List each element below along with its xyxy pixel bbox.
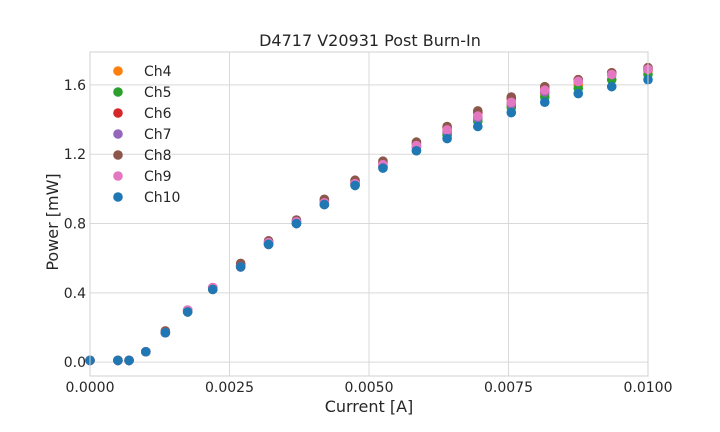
x-tick-label: 0.0075	[484, 380, 533, 396]
data-point	[378, 163, 388, 173]
data-point	[113, 355, 123, 366]
data-point	[350, 180, 360, 191]
legend-item: Ch9	[113, 169, 172, 185]
legend-label: Ch9	[144, 169, 172, 185]
x-tick-label: 0.0100	[624, 380, 673, 396]
y-tick-label: 0.4	[64, 286, 86, 302]
chart-title: D4717 V20931 Post Burn-In	[259, 31, 481, 50]
legend-label: Ch4	[144, 64, 172, 80]
data-point	[506, 107, 517, 118]
x-tick-label: 0.0025	[205, 380, 254, 396]
data-point	[606, 81, 617, 92]
data-point	[473, 121, 483, 132]
legend-marker	[113, 108, 123, 118]
data-point	[442, 133, 452, 144]
data-point	[411, 145, 422, 156]
x-tick-label: 0.0050	[345, 380, 394, 396]
legend-item: Ch8	[113, 148, 172, 164]
x-tick-label: 0.0000	[66, 380, 115, 396]
grid	[89, 52, 649, 376]
legend-item: Ch6	[113, 106, 172, 122]
data-point	[539, 85, 550, 95]
series-ch10	[85, 74, 653, 366]
legend-label: Ch5	[144, 85, 172, 101]
legend-marker	[113, 129, 123, 139]
x-axis-label: Current [A]	[325, 397, 414, 416]
data-point	[141, 346, 151, 357]
y-axis-label: Power [mW]	[43, 173, 62, 270]
legend-item: Ch4	[113, 64, 172, 80]
data-point	[291, 218, 302, 229]
data-point	[319, 199, 330, 210]
y-tick-label: 0.0	[64, 355, 86, 371]
legend-marker	[113, 171, 123, 181]
data-point	[573, 76, 584, 87]
data-point	[235, 262, 246, 272]
legend-item: Ch10	[113, 190, 180, 206]
axes: 0.0000 0.0025 0.0050 0.0075 0.0100 0.0 0.4 0.8 1…	[64, 51, 673, 396]
legend-marker	[113, 192, 123, 202]
data-point	[473, 111, 483, 121]
legend-label: Ch7	[144, 127, 172, 143]
data-point	[573, 88, 584, 99]
legend: Ch4 Ch5 Ch6 Ch7 Ch8 Ch9 Ch10	[113, 64, 180, 206]
data-point	[124, 355, 134, 366]
legend-marker	[113, 87, 123, 97]
data-point	[606, 69, 617, 80]
data-point	[506, 97, 517, 108]
legend-label: Ch8	[144, 148, 172, 164]
y-tick-label: 1.6	[64, 78, 86, 94]
legend-marker	[113, 66, 123, 76]
data-point	[160, 327, 171, 338]
legend-item: Ch7	[113, 127, 172, 143]
data-point	[539, 97, 550, 108]
legend-item: Ch5	[113, 85, 172, 101]
y-tick-label: 1.2	[64, 147, 86, 163]
legend-label: Ch10	[144, 190, 180, 206]
data-point	[263, 239, 274, 250]
data-points	[85, 62, 653, 366]
y-tick-label: 0.8	[64, 217, 86, 233]
plot-frame	[89, 51, 649, 377]
legend-label: Ch6	[144, 106, 172, 122]
data-point	[182, 307, 193, 317]
data-point	[442, 125, 452, 135]
data-point	[207, 284, 218, 295]
legend-marker	[113, 150, 123, 160]
